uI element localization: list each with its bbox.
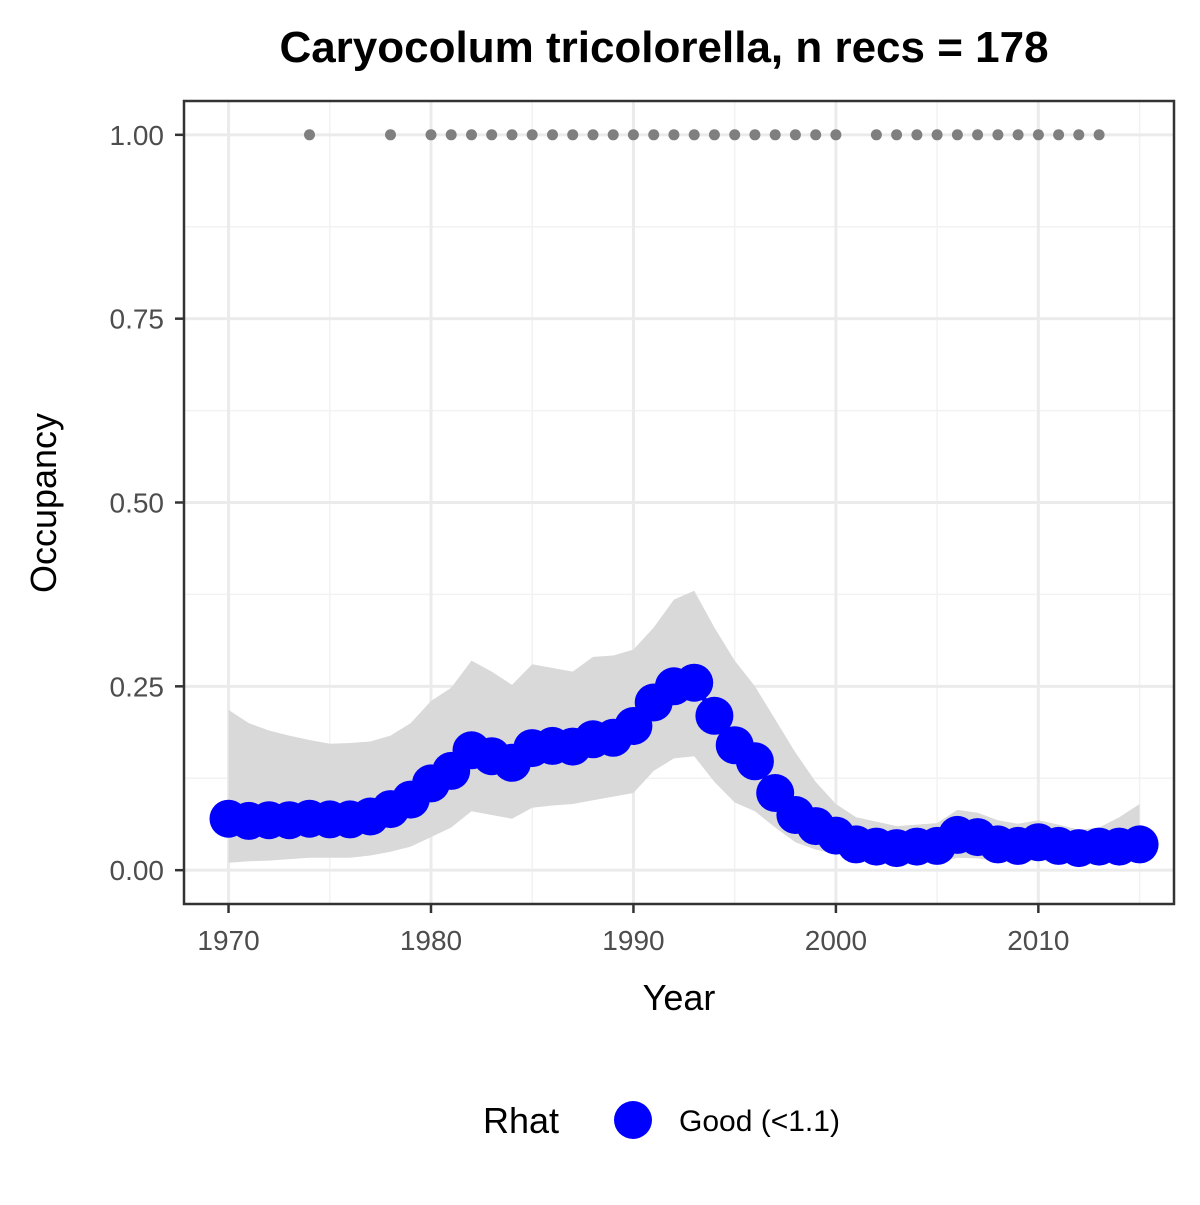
record-point [931,129,943,141]
record-point [789,129,801,141]
record-point [1012,129,1024,141]
credible-interval-ribbon [228,590,1140,863]
y-axis-title: Occupancy [23,413,64,593]
record-point [627,129,639,141]
record-point [870,129,882,141]
occupancy-point [695,696,734,735]
legend-label-good: Good (<1.1) [679,1105,840,1138]
record-point [1032,129,1044,141]
x-tick-label: 1990 [602,925,664,956]
x-tick-label: 2000 [805,925,867,956]
record-point [1093,129,1105,141]
record-point [729,129,741,141]
record-point [506,129,518,141]
record-point [567,129,579,141]
record-point [304,129,315,141]
y-tick-label: 0.75 [110,304,165,335]
record-point [526,129,538,141]
record-point [668,129,680,141]
record-point [810,129,822,141]
record-point [830,129,842,141]
x-tick-label: 2010 [1007,925,1069,956]
record-point [708,129,720,141]
record-point [607,129,619,141]
record-point [891,129,903,141]
record-point [911,129,923,141]
occupancy-point [675,663,714,702]
record-point [466,129,477,141]
record-point [688,129,700,141]
occupancy-point [1120,825,1159,864]
record-point [385,129,396,141]
chart-title: Caryocolum tricolorella, n recs = 178 [279,23,1048,72]
y-tick-label: 0.25 [110,671,165,702]
y-tick-label: 0.50 [110,488,165,519]
record-point [486,129,498,141]
occupancy-point [735,742,774,781]
record-point [992,129,1004,141]
record-point [769,129,781,141]
record-point [648,129,660,141]
y-tick-label: 1.00 [110,120,165,151]
record-point [972,129,984,141]
x-tick-label: 1980 [400,925,462,956]
record-point [445,129,457,141]
record-point [1073,129,1085,141]
y-tick-label: 0.00 [110,855,165,886]
record-point [587,129,599,141]
x-tick-label: 1970 [197,925,259,956]
record-point [1053,129,1065,141]
legend-key-good [614,1101,652,1139]
record-point [749,129,761,141]
legend-title: Rhat [483,1100,559,1141]
plot-panel: 1970 1980 1990 2000 2010 0.00 0.25 0.50 0.75 1.00 [110,99,1176,956]
record-point [547,129,558,141]
x-axis-title: Year [643,977,716,1018]
record-point [951,129,963,141]
record-point [425,129,437,141]
